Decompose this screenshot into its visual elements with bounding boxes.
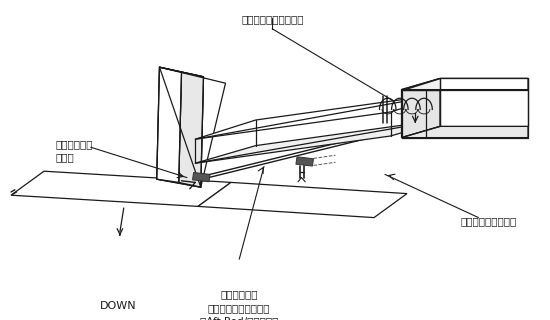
Text: スウィング・リンク: スウィング・リンク bbox=[461, 216, 517, 226]
Text: エレベーター
ホーン: エレベーター ホーン bbox=[55, 139, 92, 162]
Polygon shape bbox=[440, 78, 528, 126]
Polygon shape bbox=[195, 93, 451, 139]
Polygon shape bbox=[402, 78, 440, 138]
Polygon shape bbox=[157, 67, 182, 182]
Text: DOWN: DOWN bbox=[100, 301, 136, 311]
Polygon shape bbox=[402, 78, 528, 90]
Polygon shape bbox=[11, 171, 231, 206]
Polygon shape bbox=[195, 118, 451, 163]
Polygon shape bbox=[179, 72, 204, 187]
Polygon shape bbox=[157, 67, 204, 187]
Text: 操縦桿トルクチューブ: 操縦桿トルクチューブ bbox=[241, 14, 304, 24]
Polygon shape bbox=[402, 126, 528, 138]
Text: エレベーター
プッシュ・プルロッド
（Aft Rod/機体・内）: エレベーター プッシュ・プルロッド （Aft Rod/機体・内） bbox=[200, 290, 278, 320]
Polygon shape bbox=[198, 182, 407, 218]
Text: DOWN: DOWN bbox=[437, 116, 474, 127]
Polygon shape bbox=[192, 172, 210, 182]
Polygon shape bbox=[296, 157, 314, 166]
